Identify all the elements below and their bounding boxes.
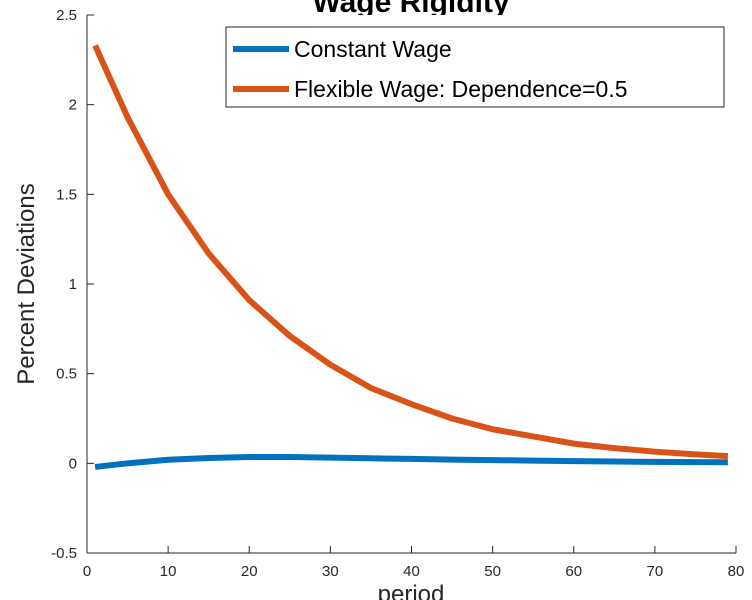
legend-label-flexible-wage: Flexible Wage: Dependence=0.5	[294, 76, 628, 102]
x-tick-label: 30	[322, 563, 339, 580]
legend-label-constant-wage: Constant Wage	[294, 36, 452, 62]
x-tick-label: 40	[403, 563, 420, 580]
series-line-flexible-wage-dependence-0-5	[92, 44, 729, 460]
x-tick-label: 10	[160, 563, 177, 580]
series-layer	[92, 44, 729, 470]
y-tick-label: 1.5	[56, 186, 77, 203]
y-tick-label: 0.5	[56, 366, 77, 383]
x-axis-title: period	[378, 581, 445, 600]
y-tick-label: -0.5	[51, 545, 77, 562]
legend: Constant Wage Flexible Wage: Dependence=…	[225, 26, 725, 108]
axes: 0 10 20 30 40 50 60 70 80 -0.5 0 0.5 1 1.5 2 2.5	[51, 7, 744, 580]
x-tick-label: 20	[241, 563, 258, 580]
x-tick-label: 0	[83, 563, 91, 580]
x-tick-label: 60	[565, 563, 582, 580]
y-tick-label: 0	[69, 455, 77, 472]
y-tick-label: 2	[69, 97, 77, 114]
x-tick-label: 50	[484, 563, 501, 580]
y-tick-label: 1	[69, 276, 77, 293]
x-tick-label: 70	[647, 563, 664, 580]
legend-box	[225, 26, 725, 108]
chart-title: Wage Rigidity	[312, 0, 510, 19]
series-line-constant-wage	[94, 454, 728, 470]
y-tick-label: 2.5	[56, 7, 77, 24]
y-axis-title: Percent Deviations	[13, 183, 40, 384]
x-tick-label: 80	[728, 563, 745, 580]
